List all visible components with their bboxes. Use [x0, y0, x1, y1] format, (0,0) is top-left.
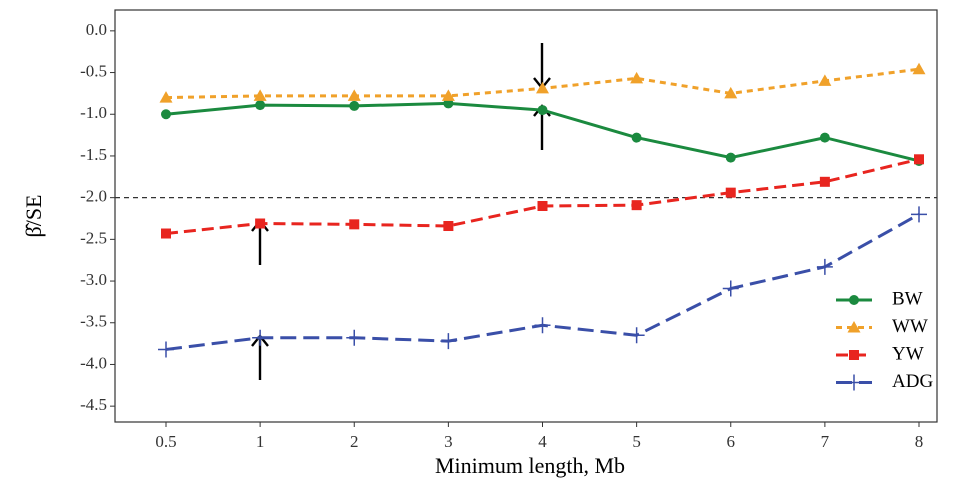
point: [816, 258, 833, 275]
y-tick-label: -2.0: [80, 187, 107, 206]
legend-marker: [847, 321, 861, 333]
point: [534, 317, 551, 334]
point: [443, 98, 454, 109]
y-tick-label: 0.0: [86, 20, 107, 39]
y-tick-label: -2.5: [80, 228, 107, 247]
point: [161, 109, 171, 120]
legend-text: ADG: [892, 371, 933, 392]
point: [536, 81, 549, 94]
point: [724, 86, 738, 99]
x-tick-label: 5: [632, 432, 641, 451]
legend-text: WW: [892, 316, 928, 337]
arrows: [251, 43, 551, 380]
point: [722, 280, 739, 297]
point: [253, 89, 267, 101]
arrow: [533, 43, 551, 90]
y-tick-label: -4.0: [80, 353, 107, 372]
point: [631, 200, 642, 211]
legend-marker: [846, 374, 862, 391]
y-tick-label: -3.0: [80, 270, 107, 289]
x-tick-label: 6: [727, 432, 736, 451]
point: [349, 100, 360, 111]
point: [912, 62, 926, 75]
y-tick-label: -1.5: [80, 145, 107, 164]
point: [537, 200, 548, 211]
point: [159, 91, 173, 103]
point: [440, 333, 457, 350]
point: [158, 341, 174, 358]
point: [441, 89, 455, 101]
y-axis-title: β̂/SE: [21, 195, 46, 238]
point: [725, 152, 736, 163]
y-tick-label: -1.0: [80, 103, 107, 122]
point: [628, 327, 645, 344]
point: [819, 132, 830, 143]
series-line: [165, 157, 920, 236]
x-tick-label: 8: [915, 432, 924, 451]
point: [346, 329, 363, 346]
x-tick-label: 4: [538, 432, 547, 451]
legend-marker: [849, 350, 859, 360]
point: [347, 89, 361, 101]
x-tick-label: 0.5: [155, 432, 176, 451]
point: [819, 176, 830, 187]
point: [255, 100, 266, 111]
x-tick-label: 7: [821, 432, 830, 451]
y-tick-label: -3.5: [80, 312, 107, 331]
x-tick-label: 3: [444, 432, 453, 451]
point: [443, 221, 454, 232]
legend-marker: [849, 295, 859, 305]
point: [161, 228, 171, 239]
y-tick-label: -4.5: [80, 395, 107, 414]
point: [255, 218, 266, 229]
x-tick-label: 2: [350, 432, 359, 451]
point: [631, 132, 642, 143]
plot-frame: [114, 9, 938, 423]
legend-text: BW: [892, 288, 923, 309]
point: [911, 206, 927, 223]
point: [252, 329, 269, 346]
point: [818, 74, 832, 86]
legend-text: YW: [892, 343, 924, 364]
point: [630, 71, 644, 84]
point: [914, 154, 924, 165]
x-axis-title: Minimum length, Mb: [435, 453, 625, 478]
point: [349, 219, 360, 230]
x-tick-label: 1: [256, 432, 265, 451]
point: [725, 187, 736, 198]
point: [537, 105, 548, 116]
y-tick-label: -0.5: [80, 61, 107, 80]
